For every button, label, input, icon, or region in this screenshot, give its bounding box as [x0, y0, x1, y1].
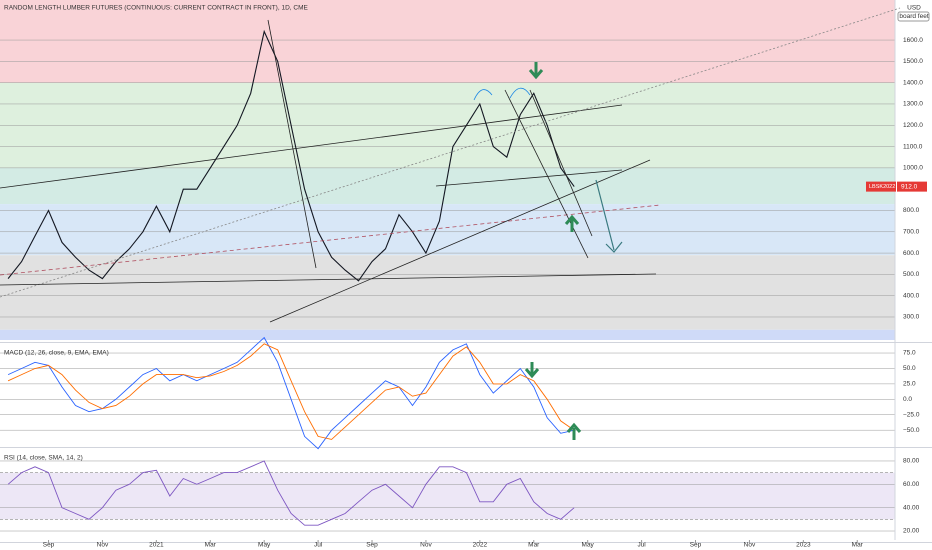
- rsi-band: [0, 472, 895, 520]
- unit-box: [897, 11, 930, 22]
- x-tick-label: Mar: [205, 542, 217, 549]
- panel-title: RSI (14, close, SMA, 14, 2): [4, 455, 83, 462]
- y-tick-label: 1000.0: [903, 165, 923, 172]
- y-tick-label: 20.00: [903, 528, 920, 535]
- y-tick-label: 25.0: [903, 381, 916, 388]
- y-tick-label: 1400.0: [903, 79, 923, 86]
- x-tick-label: Jul: [637, 542, 646, 549]
- trendline: [267, 19, 317, 269]
- series-line: [7, 460, 575, 526]
- x-tick-label: 2022: [473, 542, 488, 549]
- zone: [0, 167, 895, 205]
- y-tick-label: 700.0: [903, 228, 920, 235]
- x-tick-label: May: [582, 542, 595, 549]
- y-tick-label: 1500.0: [903, 58, 923, 65]
- trendline: [0, 7, 901, 298]
- series-line: [7, 29, 575, 282]
- currency: USD: [907, 5, 921, 12]
- symbol-tag: [866, 181, 896, 192]
- x-tick-label: Nov: [420, 542, 432, 549]
- y-tick-label: −25.0: [903, 411, 920, 418]
- y-tick-label: 1200.0: [903, 122, 923, 129]
- zone: [0, 204, 895, 256]
- y-tick-label: 600.0: [903, 250, 920, 257]
- y-tick-label: 0.0: [903, 396, 912, 403]
- arrow: [524, 362, 540, 379]
- y-tick-label: 800.0: [903, 207, 920, 214]
- trendline: [269, 159, 651, 323]
- trendline: [0, 104, 623, 189]
- labels: 300.0 400.0 500.0 600.0 700.0 800.0 1000.0 1100…: [4, 5, 930, 549]
- unit: board feet: [899, 13, 928, 20]
- trendline: [435, 169, 623, 187]
- x-tick-label: 2023: [796, 542, 811, 549]
- trendline: [0, 204, 661, 276]
- y-tick-label: 40.00: [903, 504, 920, 511]
- marks: [7, 29, 927, 526]
- price-tag: [897, 181, 927, 192]
- drawings: [0, 7, 901, 440]
- x-tick-label: Sep: [43, 542, 55, 549]
- symbol-tag-label: LBSK2022: [869, 184, 895, 190]
- y-tick-label: 50.0: [903, 365, 916, 372]
- x-tick-label: Sep: [690, 542, 702, 549]
- trendline: [0, 273, 657, 286]
- price-tag-label: 912.0: [901, 183, 918, 190]
- pattern: [473, 87, 531, 101]
- x-tick-label: May: [258, 542, 271, 549]
- y-tick-label: 60.00: [903, 481, 920, 488]
- y-tick-label: 400.0: [903, 292, 920, 299]
- x-tick-label: Mar: [852, 542, 864, 549]
- panel-title: RANDOM LENGTH LUMBER FUTURES (CONTINUOUS…: [4, 5, 308, 12]
- y-tick-label: 1300.0: [903, 101, 923, 108]
- y-tick-label: 500.0: [903, 271, 920, 278]
- y-tick-label: 1600.0: [903, 37, 923, 44]
- zone: [0, 329, 895, 340]
- x-tick-label: Nov: [744, 542, 756, 549]
- arrow: [566, 422, 582, 440]
- y-tick-label: 1100.0: [903, 143, 923, 150]
- trendline: [529, 89, 593, 237]
- arrow: [564, 214, 580, 232]
- x-tick-label: 2021: [149, 542, 164, 549]
- arrow: [528, 62, 544, 80]
- zone: [0, 255, 895, 330]
- y-tick-label: 80.00: [903, 458, 920, 465]
- series-line: [7, 343, 575, 440]
- y-tick-label: −50.0: [903, 427, 920, 434]
- trendline: [504, 89, 589, 259]
- x-tick-label: Mar: [528, 542, 540, 549]
- x-tick-label: Jul: [314, 542, 323, 549]
- arrow: [595, 179, 623, 253]
- x-tick-label: Sep: [366, 542, 378, 549]
- y-tick-label: 75.0: [903, 350, 916, 357]
- y-tick-label: 300.0: [903, 314, 920, 321]
- zone: [0, 0, 895, 83]
- panel-title: MACD (12, 26, close, 9, EMA, EMA): [4, 350, 109, 357]
- x-tick-label: Nov: [97, 542, 109, 549]
- backgrounds: [0, 0, 895, 520]
